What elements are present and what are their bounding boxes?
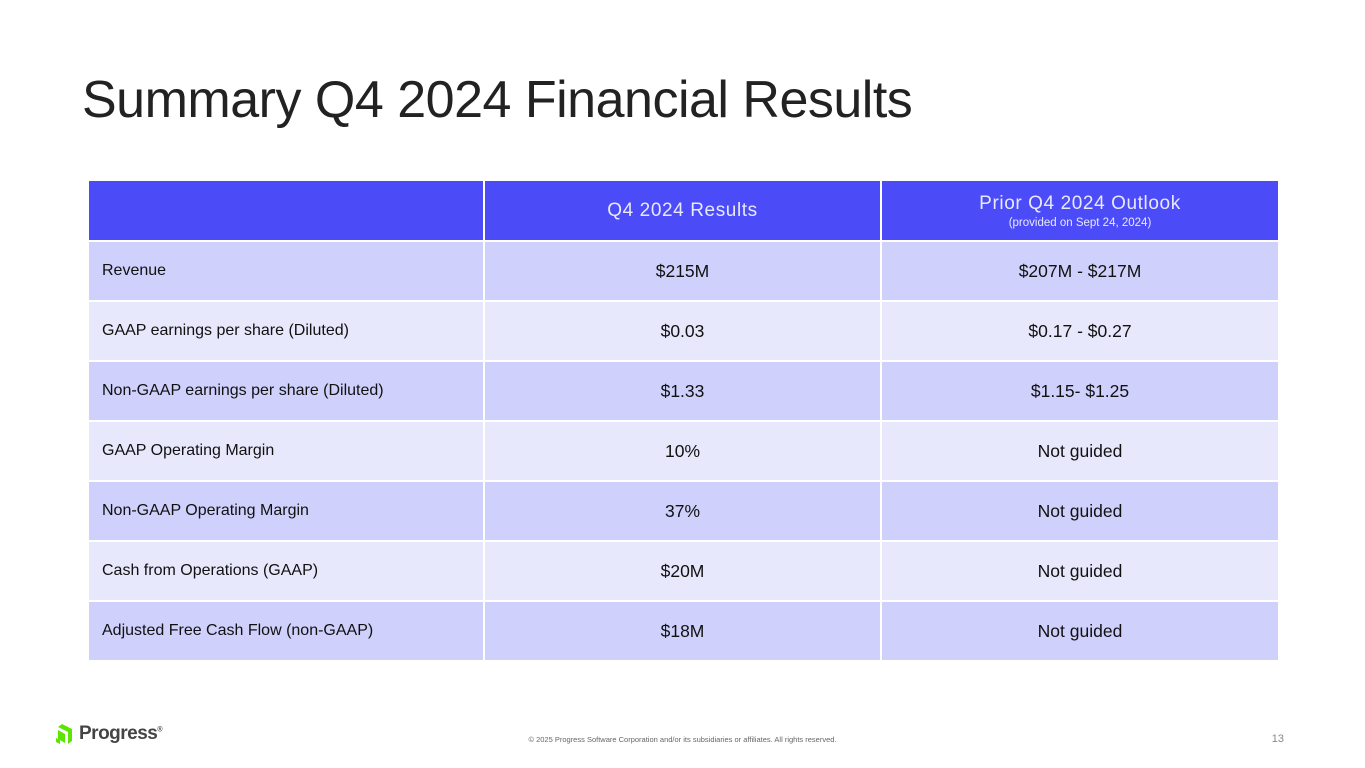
q4-result: $20M — [483, 540, 882, 602]
table-row: GAAP Operating Margin 10% Not guided — [87, 420, 1280, 482]
metric-label: Non-GAAP Operating Margin — [87, 480, 485, 542]
progress-logo: Progress® — [56, 723, 163, 745]
prior-outlook: Not guided — [880, 540, 1280, 602]
q4-result: $0.03 — [483, 300, 882, 362]
header-prior-outlook: Prior Q4 2024 Outlook (provided on Sept 2… — [880, 179, 1280, 242]
q4-result: $215M — [483, 240, 882, 302]
prior-outlook: Not guided — [880, 480, 1280, 542]
metric-label: Non-GAAP earnings per share (Diluted) — [87, 360, 485, 422]
table-row: Adjusted Free Cash Flow (non-GAAP) $18M No… — [87, 600, 1280, 662]
prior-outlook: $1.15- $1.25 — [880, 360, 1280, 422]
slide-title: Summary Q4 2024 Financial Results — [82, 71, 913, 129]
prior-outlook: Not guided — [880, 420, 1280, 482]
table-header-row: Q4 2024 Results Prior Q4 2024 Outlook (pr… — [87, 179, 1280, 242]
q4-result: 10% — [483, 420, 882, 482]
progress-logo-text: Progress® — [79, 723, 163, 744]
metric-label: Cash from Operations (GAAP) — [87, 540, 485, 602]
table-row: Non-GAAP Operating Margin 37% Not guided — [87, 480, 1280, 542]
metric-label: GAAP earnings per share (Diluted) — [87, 300, 485, 362]
q4-result: $18M — [483, 600, 882, 662]
table-row: Cash from Operations (GAAP) $20M Not guide… — [87, 540, 1280, 602]
header-q4-results: Q4 2024 Results — [483, 179, 882, 242]
metric-label: Adjusted Free Cash Flow (non-GAAP) — [87, 600, 485, 662]
q4-result: 37% — [483, 480, 882, 542]
metric-label: GAAP Operating Margin — [87, 420, 485, 482]
q4-result: $1.33 — [483, 360, 882, 422]
table-row: GAAP earnings per share (Diluted) $0.03 $0… — [87, 300, 1280, 362]
page-number: 13 — [1271, 733, 1284, 745]
table-row: Non-GAAP earnings per share (Diluted) $1.… — [87, 360, 1280, 422]
results-table: Q4 2024 Results Prior Q4 2024 Outlook (pr… — [87, 179, 1280, 662]
header-prior-outlook-label: Prior Q4 2024 Outlook — [979, 192, 1181, 214]
table-row: Revenue $215M $207M - $217M — [87, 240, 1280, 302]
header-prior-outlook-sub: (provided on Sept 24, 2024) — [1008, 216, 1152, 229]
metric-label: Revenue — [87, 240, 485, 302]
header-empty — [87, 179, 485, 242]
prior-outlook: $0.17 - $0.27 — [880, 300, 1280, 362]
prior-outlook: Not guided — [880, 600, 1280, 662]
copyright: © 2025 Progress Software Corporation and… — [528, 735, 837, 744]
logo-word: Progress — [79, 723, 158, 744]
prior-outlook: $207M - $217M — [880, 240, 1280, 302]
progress-logo-icon — [56, 724, 72, 744]
